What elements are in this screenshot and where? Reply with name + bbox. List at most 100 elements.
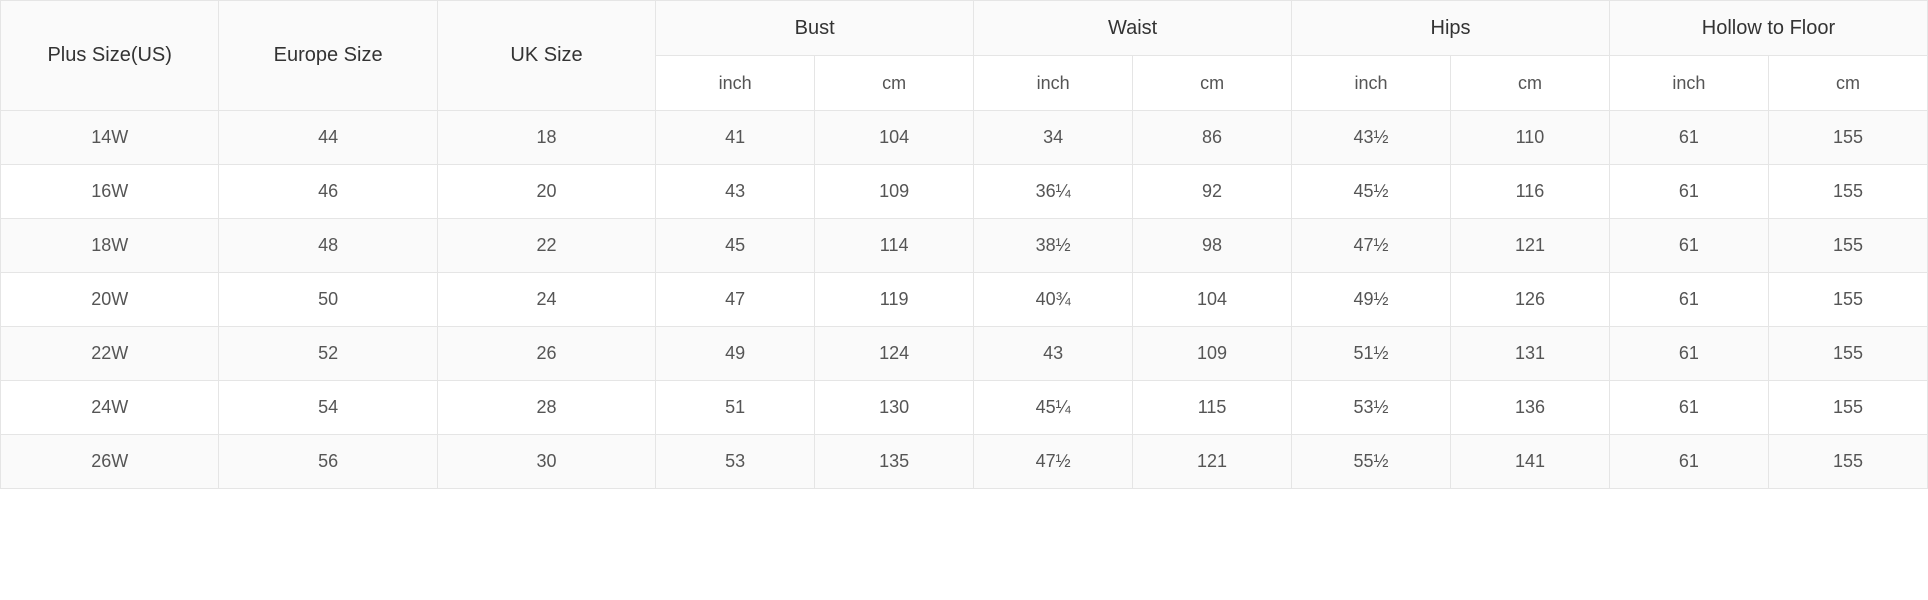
table-body: 14W441841104348643½1106115516W4620431093… — [1, 111, 1928, 489]
col-header-hollow-to-floor: Hollow to Floor — [1609, 1, 1927, 56]
table-row: 16W46204310936¼9245½11661155 — [1, 165, 1928, 219]
cell-europe-size: 44 — [219, 111, 437, 165]
cell-europe-size: 54 — [219, 381, 437, 435]
cell-bust-cm: 114 — [815, 219, 974, 273]
cell-hips-cm: 121 — [1451, 219, 1610, 273]
cell-waist-cm: 109 — [1133, 327, 1292, 381]
cell-uk-size: 30 — [437, 435, 655, 489]
cell-plus-size: 24W — [1, 381, 219, 435]
cell-plus-size: 16W — [1, 165, 219, 219]
col-header-europe-size: Europe Size — [219, 1, 437, 111]
cell-bust-inch: 41 — [656, 111, 815, 165]
cell-europe-size: 48 — [219, 219, 437, 273]
subheader-hips-inch: inch — [1292, 56, 1451, 111]
table-row: 18W48224511438½9847½12161155 — [1, 219, 1928, 273]
cell-hollow-cm: 155 — [1768, 111, 1927, 165]
cell-hollow-inch: 61 — [1609, 111, 1768, 165]
table-row: 26W56305313547½12155½14161155 — [1, 435, 1928, 489]
cell-hips-inch: 43½ — [1292, 111, 1451, 165]
subheader-bust-inch: inch — [656, 56, 815, 111]
cell-hips-inch: 55½ — [1292, 435, 1451, 489]
cell-hips-cm: 131 — [1451, 327, 1610, 381]
cell-plus-size: 26W — [1, 435, 219, 489]
subheader-bust-cm: cm — [815, 56, 974, 111]
cell-waist-inch: 34 — [974, 111, 1133, 165]
cell-bust-inch: 53 — [656, 435, 815, 489]
cell-hips-cm: 126 — [1451, 273, 1610, 327]
cell-hollow-cm: 155 — [1768, 219, 1927, 273]
cell-bust-inch: 49 — [656, 327, 815, 381]
table-row: 22W5226491244310951½13161155 — [1, 327, 1928, 381]
cell-bust-cm: 130 — [815, 381, 974, 435]
cell-waist-inch: 38½ — [974, 219, 1133, 273]
cell-waist-inch: 43 — [974, 327, 1133, 381]
cell-hips-cm: 141 — [1451, 435, 1610, 489]
cell-bust-inch: 45 — [656, 219, 815, 273]
cell-hollow-cm: 155 — [1768, 165, 1927, 219]
cell-hips-cm: 110 — [1451, 111, 1610, 165]
cell-europe-size: 56 — [219, 435, 437, 489]
cell-plus-size: 18W — [1, 219, 219, 273]
cell-europe-size: 46 — [219, 165, 437, 219]
cell-europe-size: 50 — [219, 273, 437, 327]
cell-uk-size: 18 — [437, 111, 655, 165]
subheader-waist-cm: cm — [1133, 56, 1292, 111]
cell-waist-cm: 121 — [1133, 435, 1292, 489]
cell-waist-cm: 86 — [1133, 111, 1292, 165]
cell-hips-cm: 136 — [1451, 381, 1610, 435]
cell-bust-cm: 135 — [815, 435, 974, 489]
cell-bust-cm: 124 — [815, 327, 974, 381]
cell-bust-cm: 104 — [815, 111, 974, 165]
cell-hips-inch: 49½ — [1292, 273, 1451, 327]
cell-hollow-cm: 155 — [1768, 273, 1927, 327]
cell-hollow-inch: 61 — [1609, 327, 1768, 381]
cell-hollow-cm: 155 — [1768, 435, 1927, 489]
col-header-uk-size: UK Size — [437, 1, 655, 111]
cell-uk-size: 26 — [437, 327, 655, 381]
subheader-hollow-cm: cm — [1768, 56, 1927, 111]
cell-hollow-cm: 155 — [1768, 381, 1927, 435]
subheader-waist-inch: inch — [974, 56, 1133, 111]
cell-waist-inch: 45¼ — [974, 381, 1133, 435]
cell-bust-inch: 51 — [656, 381, 815, 435]
cell-uk-size: 24 — [437, 273, 655, 327]
cell-hollow-inch: 61 — [1609, 381, 1768, 435]
table-row: 24W54285113045¼11553½13661155 — [1, 381, 1928, 435]
cell-bust-inch: 43 — [656, 165, 815, 219]
cell-hollow-cm: 155 — [1768, 327, 1927, 381]
cell-bust-cm: 109 — [815, 165, 974, 219]
subheader-hollow-inch: inch — [1609, 56, 1768, 111]
header-row: Plus Size(US) Europe Size UK Size Bust W… — [1, 1, 1928, 56]
cell-waist-inch: 47½ — [974, 435, 1133, 489]
col-header-hips: Hips — [1292, 1, 1610, 56]
cell-hollow-inch: 61 — [1609, 273, 1768, 327]
table-row: 14W441841104348643½11061155 — [1, 111, 1928, 165]
cell-uk-size: 28 — [437, 381, 655, 435]
cell-bust-inch: 47 — [656, 273, 815, 327]
cell-waist-cm: 104 — [1133, 273, 1292, 327]
cell-europe-size: 52 — [219, 327, 437, 381]
col-header-bust: Bust — [656, 1, 974, 56]
cell-uk-size: 20 — [437, 165, 655, 219]
cell-hollow-inch: 61 — [1609, 165, 1768, 219]
cell-waist-inch: 36¼ — [974, 165, 1133, 219]
cell-hips-inch: 45½ — [1292, 165, 1451, 219]
cell-bust-cm: 119 — [815, 273, 974, 327]
cell-hips-inch: 47½ — [1292, 219, 1451, 273]
cell-waist-cm: 98 — [1133, 219, 1292, 273]
subheader-hips-cm: cm — [1451, 56, 1610, 111]
cell-plus-size: 20W — [1, 273, 219, 327]
cell-plus-size: 14W — [1, 111, 219, 165]
size-chart-table: Plus Size(US) Europe Size UK Size Bust W… — [0, 0, 1928, 489]
cell-hollow-inch: 61 — [1609, 435, 1768, 489]
cell-waist-cm: 115 — [1133, 381, 1292, 435]
cell-hollow-inch: 61 — [1609, 219, 1768, 273]
cell-hips-inch: 53½ — [1292, 381, 1451, 435]
cell-hips-cm: 116 — [1451, 165, 1610, 219]
cell-uk-size: 22 — [437, 219, 655, 273]
cell-plus-size: 22W — [1, 327, 219, 381]
cell-waist-inch: 40¾ — [974, 273, 1133, 327]
cell-hips-inch: 51½ — [1292, 327, 1451, 381]
col-header-plus-size: Plus Size(US) — [1, 1, 219, 111]
table-row: 20W50244711940¾10449½12661155 — [1, 273, 1928, 327]
